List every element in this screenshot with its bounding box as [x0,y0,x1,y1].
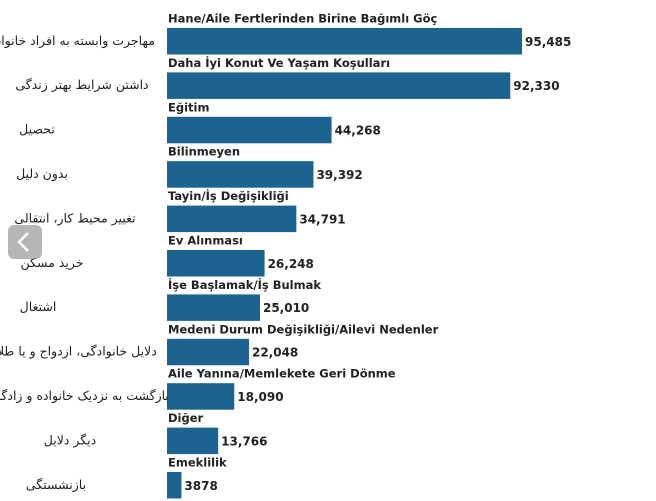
bar [167,116,332,144]
translation-label: بازنشستگی [26,477,86,493]
bar [167,205,297,233]
bar [167,161,314,188]
value-label: 92,330 [513,79,559,93]
bar [167,472,182,499]
bar [167,338,249,366]
translation-label: تحصیل [19,122,55,137]
value-label: 26,248 [268,257,314,271]
category-label: Eğitim [168,100,209,114]
value-label: 44,268 [335,124,381,138]
value-label: 18,090 [237,390,283,404]
value-label: 34,791 [299,212,345,226]
translation-label: داشتن شرایط بهتر زندگی [15,77,148,93]
value-label: 22,048 [252,346,298,360]
bar [167,294,260,321]
translation-label: بازگشت به نزدیک خانواده و زادگاه [0,388,169,404]
bar [167,72,511,99]
category-label: Diğer [168,411,204,425]
nav-arrow-bg[interactable] [8,225,42,259]
category-label: Medeni Durum Değişikliği/Ailevi Nedenler [168,322,439,336]
bar [167,427,219,455]
category-label: Aile Yanına/Memlekete Geri Dönme [168,367,396,381]
category-label: İşe Başlamak/İş Bulmak [168,277,321,292]
bar [167,28,522,55]
nav-arrow[interactable] [8,225,42,259]
bar [167,250,265,277]
translation-label: مهاجرت وابسته به افراد خانواده [0,33,155,49]
value-label: 25,010 [263,301,309,315]
value-label: 95,485 [525,35,571,49]
category-label: Bilinmeyen [168,145,240,159]
category-label: Daha İyi Konut Ve Yaşam Koşulları [168,55,390,70]
category-label: Emeklilik [168,456,227,470]
value-label: 3878 [184,479,217,493]
translation-label: دیگر دلایل [44,432,96,448]
category-label: Ev Alınması [168,234,243,248]
value-label: 13,766 [221,434,267,448]
bar [167,383,235,410]
translation-label: تغییر محیط کار، انتقالی [14,210,136,226]
value-label: 39,392 [316,168,362,182]
translation-label: اشتغال [20,299,57,314]
translation-label: بدون دلیل [16,166,68,182]
category-label: Hane/Aile Fertlerinden Birine Bağımlı Gö… [168,12,438,26]
nav-arrow-icon[interactable] [17,232,29,252]
translation-label: دلایل خانوادگی، ازدواج و یا طلاق [0,344,157,360]
category-label: Tayin/İş Değişikliği [168,188,289,203]
